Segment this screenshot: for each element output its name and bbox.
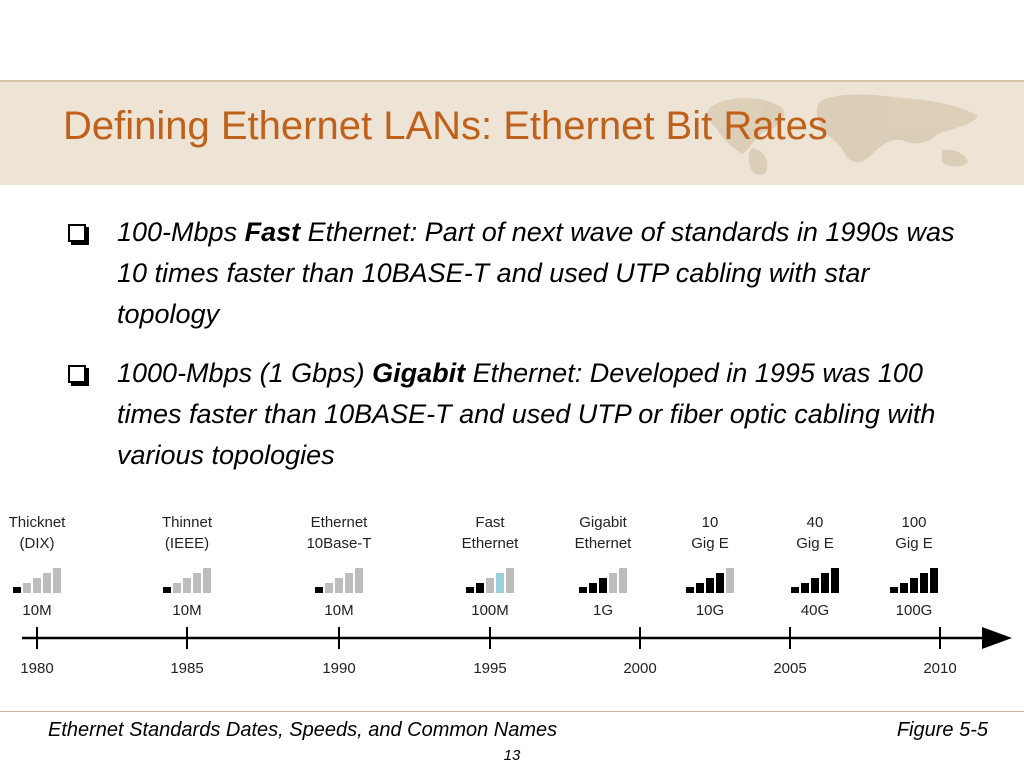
signal-bar [589, 583, 597, 593]
figure-label: Figure 5-5 [896, 719, 988, 741]
standard-name: Ethernet [575, 535, 633, 552]
signal-bar [696, 583, 704, 593]
standard-name: Fast [475, 514, 505, 531]
signal-bar [686, 587, 694, 593]
signal-bar [43, 573, 51, 593]
signal-bar [609, 573, 617, 593]
signal-bar [53, 568, 61, 593]
signal-bar [355, 568, 363, 593]
signal-bar [486, 578, 494, 593]
signal-bar [706, 578, 714, 593]
standard-name: Gig E [796, 535, 834, 552]
signal-bar [183, 578, 191, 593]
speed-label: 10M [22, 602, 51, 619]
signal-bar [920, 573, 928, 593]
standard-name: Gig E [895, 535, 933, 552]
signal-bar [496, 573, 504, 593]
standard-name: 10Base-T [306, 535, 371, 552]
signal-bar [821, 573, 829, 593]
standard-name: Gigabit [579, 514, 627, 531]
footer-rule [0, 711, 1024, 712]
year-label: 1985 [170, 660, 203, 677]
signal-bar [345, 573, 353, 593]
checkbox-bullet-icon [68, 224, 86, 242]
standard-name: 40 [807, 514, 824, 531]
slide-title: Defining Ethernet LANs: Ethernet Bit Rat… [63, 104, 828, 148]
standard-name: 10 [702, 514, 719, 531]
signal-bar [726, 568, 734, 593]
signal-bar [579, 587, 587, 593]
page-number: 13 [503, 747, 521, 764]
signal-bar [23, 583, 31, 593]
checkbox-bullet-icon [68, 365, 86, 383]
speed-label: 1G [593, 602, 613, 619]
signal-bar [466, 587, 474, 593]
signal-bar [890, 587, 898, 593]
signal-bar [831, 568, 839, 593]
standard-name: Gig E [691, 535, 729, 552]
speed-label: 10G [696, 602, 724, 619]
speed-label: 10M [324, 602, 353, 619]
timeline-arrow-icon [982, 627, 1012, 649]
ethernet-timeline-figure: 1980 1985 1990 1995 2000 2005 2010 Thicknet (DIX… [9, 514, 1012, 677]
standard-name: Thinnet [162, 514, 213, 531]
speed-label: 40G [801, 602, 829, 619]
signal-bar [506, 568, 514, 593]
signal-bar [811, 578, 819, 593]
title-band [0, 80, 1024, 185]
figure-caption: Ethernet Standards Dates, Speeds, and Co… [48, 719, 558, 741]
signal-bar [599, 578, 607, 593]
bullet-text: 1000-Mbps (1 Gbps) Gigabit Ethernet: Dev… [117, 358, 936, 470]
signal-bar [801, 583, 809, 593]
signal-bar [315, 587, 323, 593]
standard-name: Thicknet [9, 514, 67, 531]
year-label: 2000 [623, 660, 656, 677]
speed-label: 10M [172, 602, 201, 619]
year-label: 2005 [773, 660, 806, 677]
standard-name: (IEEE) [165, 535, 209, 552]
year-label: 2010 [923, 660, 956, 677]
world-map-watermark [707, 94, 978, 175]
signal-bar [335, 578, 343, 593]
year-label: 1980 [20, 660, 53, 677]
signal-bar [33, 578, 41, 593]
signal-bar [203, 568, 211, 593]
signal-bar [619, 568, 627, 593]
bullet-text: 100-Mbps Fast Ethernet: Part of next wav… [117, 217, 955, 329]
standard-name: Ethernet [462, 535, 520, 552]
signal-bar [13, 587, 21, 593]
speed-label: 100M [471, 602, 509, 619]
year-label: 1995 [473, 660, 506, 677]
signal-bar [476, 583, 484, 593]
signal-bar [900, 583, 908, 593]
signal-bar [791, 587, 799, 593]
signal-bar [910, 578, 918, 593]
signal-bar [163, 587, 171, 593]
standard-name: Ethernet [311, 514, 369, 531]
standard-name: (DIX) [20, 535, 55, 552]
signal-bar [173, 583, 181, 593]
year-label: 1990 [322, 660, 355, 677]
standard-name: 100 [901, 514, 926, 531]
signal-bar [716, 573, 724, 593]
signal-bar [193, 573, 201, 593]
speed-label: 100G [896, 602, 933, 619]
signal-bar [930, 568, 938, 593]
signal-bar [325, 583, 333, 593]
